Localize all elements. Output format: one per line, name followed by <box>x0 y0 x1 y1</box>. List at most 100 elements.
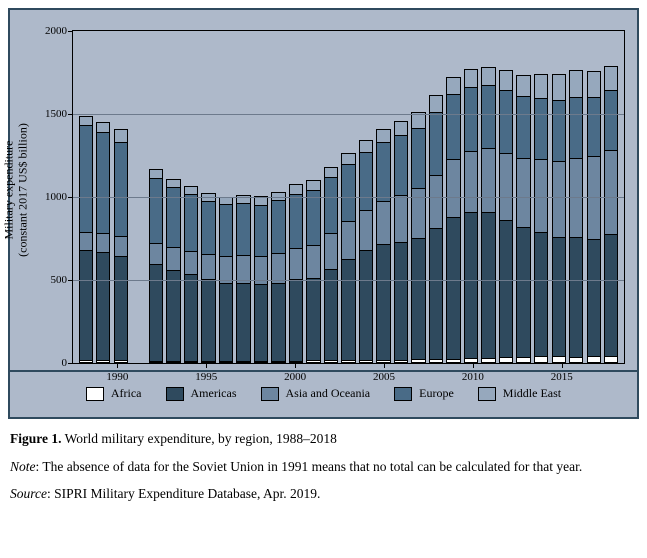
segment-africa <box>359 360 373 363</box>
segment-asiaoceania <box>481 148 495 212</box>
segment-africa <box>552 356 566 363</box>
segment-middleeast <box>376 129 390 142</box>
segment-middleeast <box>324 167 338 177</box>
bar-2011 <box>481 67 495 363</box>
segment-americas <box>411 238 425 359</box>
bar-1990 <box>114 129 128 363</box>
segment-europe <box>464 87 478 151</box>
segment-americas <box>114 256 128 361</box>
segment-africa <box>184 361 198 363</box>
segment-americas <box>289 279 303 360</box>
bar-2003 <box>341 153 355 363</box>
segment-middleeast <box>184 186 198 194</box>
segment-americas <box>429 228 443 359</box>
segment-africa <box>219 361 233 363</box>
y-tick-label: 1000 <box>45 191 67 203</box>
segment-africa <box>516 357 530 363</box>
segment-asiaoceania <box>552 161 566 237</box>
segment-americas <box>184 274 198 360</box>
segment-africa <box>79 360 93 363</box>
segment-europe <box>324 177 338 233</box>
segment-europe <box>587 97 601 157</box>
segment-asiaoceania <box>324 233 338 269</box>
segment-africa <box>446 359 460 363</box>
bar-2004 <box>359 140 373 363</box>
segment-asiaoceania <box>289 248 303 279</box>
segment-europe <box>79 125 93 231</box>
figure-panel: Military expenditure (constant 2017 US$ … <box>8 8 639 419</box>
segment-asiaoceania <box>201 254 215 279</box>
note-text: The absence of data for the Soviet Union… <box>42 459 582 474</box>
segment-americas <box>569 237 583 357</box>
segment-americas <box>534 232 548 356</box>
bar-1994 <box>184 186 198 363</box>
bar-1995 <box>201 193 215 363</box>
y-tick-mark <box>68 280 73 281</box>
segment-europe <box>516 96 530 157</box>
segment-europe <box>534 98 548 159</box>
segment-europe <box>481 85 495 148</box>
source-text: SIPRI Military Expenditure Database, Apr… <box>54 486 320 501</box>
segment-europe <box>411 128 425 189</box>
segment-middleeast <box>446 77 460 94</box>
segment-middleeast <box>499 70 513 90</box>
segment-asiaoceania <box>96 233 110 252</box>
segment-africa <box>201 361 215 363</box>
segment-asiaoceania <box>394 195 408 241</box>
segment-africa <box>96 360 110 363</box>
segment-americas <box>79 250 93 360</box>
segment-asiaoceania <box>236 255 250 282</box>
segment-middleeast <box>114 129 128 142</box>
segment-middleeast <box>79 116 93 126</box>
figure-title: World military expenditure, by region, 1… <box>65 431 337 446</box>
bar-2007 <box>411 112 425 363</box>
segment-middleeast <box>96 122 110 132</box>
segment-americas <box>359 250 373 360</box>
segment-africa <box>429 359 443 363</box>
segment-americas <box>236 283 250 361</box>
segment-africa <box>271 361 285 363</box>
segment-americas <box>394 242 408 360</box>
segment-europe <box>236 203 250 255</box>
bar-1999 <box>271 192 285 363</box>
segment-europe <box>114 142 128 236</box>
segment-middleeast <box>149 169 163 178</box>
segment-africa <box>324 360 338 363</box>
segment-americas <box>464 212 478 358</box>
segment-europe <box>184 194 198 251</box>
bar-2013 <box>516 75 530 364</box>
y-tick-mark <box>68 197 73 198</box>
segment-asiaoceania <box>341 221 355 259</box>
y-axis-label: Military expenditure (constant 2017 US$ … <box>2 123 31 257</box>
bar-2005 <box>376 129 390 363</box>
figure-note-line: Note: The absence of data for the Soviet… <box>10 457 637 477</box>
segment-middleeast <box>604 66 618 90</box>
segment-europe <box>306 190 320 245</box>
y-axis-label-line1: Military expenditure <box>2 141 16 240</box>
segment-asiaoceania <box>219 256 233 283</box>
segment-asiaoceania <box>184 251 198 274</box>
bar-2006 <box>394 121 408 363</box>
segment-asiaoceania <box>359 210 373 251</box>
plot-area: Military expenditure (constant 2017 US$ … <box>10 10 637 370</box>
x-ticks-row <box>72 364 625 394</box>
segment-asiaoceania <box>79 232 93 250</box>
segment-americas <box>376 244 390 359</box>
segment-africa <box>236 361 250 363</box>
segment-asiaoceania <box>271 253 285 282</box>
segment-americas <box>499 220 513 358</box>
bar-1992 <box>149 169 163 363</box>
segment-africa <box>394 360 408 363</box>
segment-africa <box>534 356 548 363</box>
y-tick-mark <box>68 31 73 32</box>
segment-americas <box>516 227 530 356</box>
segment-americas <box>341 259 355 360</box>
segment-middleeast <box>166 179 180 188</box>
segment-americas <box>306 278 320 360</box>
segment-asiaoceania <box>411 188 425 238</box>
segment-africa <box>341 360 355 363</box>
bar-1989 <box>96 122 110 363</box>
segment-europe <box>201 201 215 254</box>
segment-europe <box>341 164 355 221</box>
grid-line <box>73 197 624 198</box>
